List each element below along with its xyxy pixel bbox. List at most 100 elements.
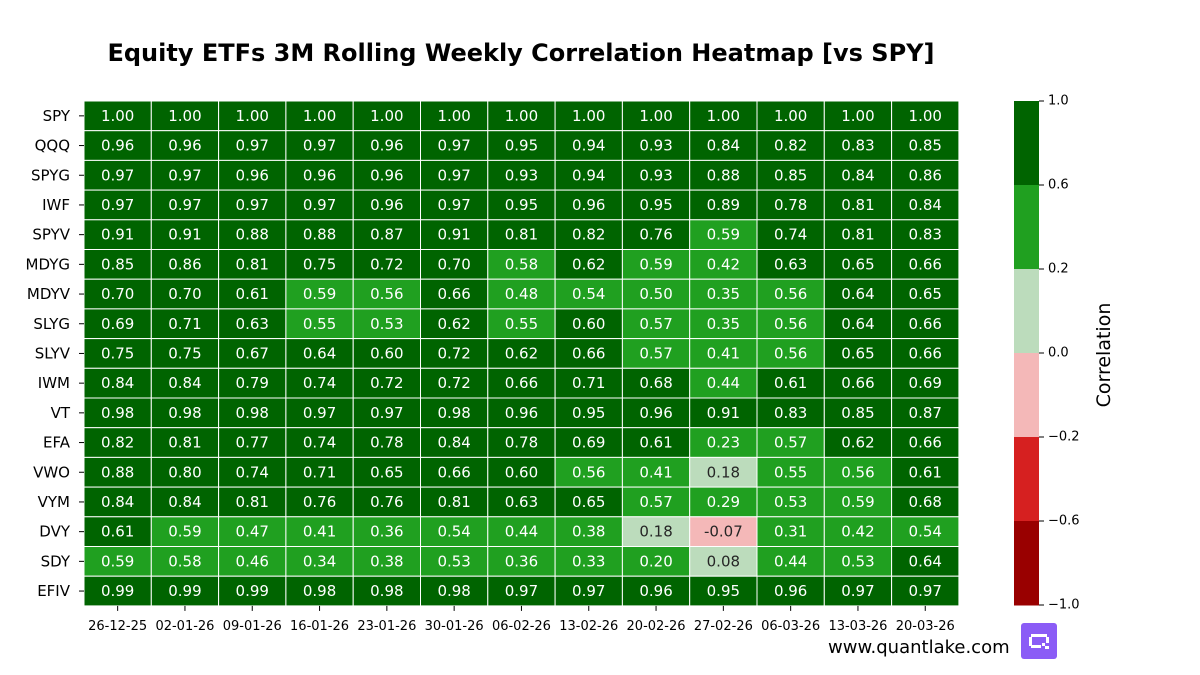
cell-value-label: 0.96	[505, 404, 538, 422]
cell-value-label: 1.00	[303, 107, 336, 125]
cell-value-label: 0.97	[168, 196, 201, 214]
row-label: EFIV	[37, 582, 71, 600]
cell-value-label: 0.68	[909, 493, 942, 511]
heatmap-cell	[891, 130, 960, 161]
cell-value-label: 0.66	[437, 463, 470, 481]
cell-value-label: 0.85	[101, 255, 134, 273]
cell-value-label: 0.41	[707, 344, 740, 362]
cell-value-label: 0.42	[707, 255, 740, 273]
colorbar-segment	[1014, 269, 1039, 354]
row-label: VYM	[38, 493, 70, 511]
cell-value-label: 0.66	[909, 434, 942, 452]
cell-value-label: 0.74	[303, 374, 336, 392]
cell-value-label: 0.91	[437, 226, 470, 244]
cell-value-label: 0.66	[841, 374, 874, 392]
row-label: SPY	[43, 107, 71, 125]
colorbar-segment	[1014, 185, 1039, 270]
cell-value-label: 0.46	[236, 552, 269, 570]
cell-value-label: 0.62	[841, 434, 874, 452]
cell-value-label: 0.33	[572, 552, 605, 570]
heatmap-cell	[621, 219, 691, 251]
row-label: IWF	[42, 196, 70, 214]
row-label: EFA	[43, 434, 71, 452]
cell-value-label: 0.68	[639, 374, 672, 392]
cell-value-label: 0.95	[505, 137, 538, 155]
cell-value-label: 0.42	[841, 523, 874, 541]
cell-value-label: 0.64	[841, 285, 874, 303]
cell-value-label: 0.84	[101, 493, 134, 511]
cell-value-label: 0.96	[572, 196, 605, 214]
heatmap-cell	[352, 516, 422, 547]
heatmap-cell	[823, 397, 893, 429]
cell-value-label: 0.99	[168, 582, 201, 600]
cell-value-label: 0.96	[101, 137, 134, 155]
cell-value-label: 0.66	[909, 315, 942, 333]
cell-value-label: 0.74	[774, 226, 807, 244]
cell-value-label: 0.41	[639, 463, 672, 481]
heatmap-cell	[689, 249, 758, 280]
heatmap-cell	[689, 189, 758, 221]
heatmap-cell	[218, 130, 287, 161]
cell-value-label: 0.66	[909, 255, 942, 273]
heatmap-cell	[554, 427, 623, 458]
heatmap-cell	[621, 130, 691, 161]
cell-value-label: 0.63	[505, 493, 538, 511]
cell-value-label: 0.80	[168, 463, 201, 481]
heatmap-cell	[150, 427, 220, 458]
cell-value-label: 0.59	[639, 255, 672, 273]
cell-value-label: 0.97	[841, 582, 874, 600]
heatmap-cell	[487, 546, 556, 577]
cell-value-label: 0.57	[639, 315, 672, 333]
cell-value-label: 0.76	[303, 493, 336, 511]
cell-value-label: 0.84	[168, 374, 201, 392]
cell-value-label: 0.89	[707, 196, 740, 214]
cell-value-label: 0.70	[101, 285, 134, 303]
heatmap-cell	[756, 159, 825, 191]
heatmap-cell	[83, 278, 152, 310]
cell-value-label: 0.57	[639, 493, 672, 511]
heatmap-cell	[352, 278, 422, 310]
cell-value-label: 1.00	[909, 107, 942, 125]
heatmap-cell	[621, 308, 691, 340]
column-label: 26-12-25	[88, 619, 147, 634]
cell-value-label: 0.61	[101, 523, 134, 541]
cell-value-label: 0.97	[505, 582, 538, 600]
cell-value-label: 0.62	[572, 255, 605, 273]
cell-value-label: 0.59	[303, 285, 336, 303]
heatmap-cell	[823, 219, 893, 251]
cell-value-label: 0.98	[101, 404, 134, 422]
heatmap-cell	[150, 249, 220, 280]
cell-value-label: 0.87	[909, 404, 942, 422]
cell-value-label: 0.60	[572, 315, 605, 333]
heatmap-cell	[150, 159, 220, 191]
heatmap-cell	[83, 189, 152, 221]
heatmap-cell	[420, 427, 489, 458]
cell-value-label: 0.96	[370, 166, 403, 184]
cell-value-label: 0.97	[370, 404, 403, 422]
cell-value-label: 0.84	[101, 374, 134, 392]
heatmap-cell	[218, 189, 287, 221]
colorbar-tick-label: 0.0	[1048, 346, 1069, 361]
colorbar-tick-label: −0.6	[1048, 514, 1080, 529]
heatmap-cell	[891, 397, 960, 429]
cell-value-label: 1.00	[505, 107, 538, 125]
website-watermark: www.quantlake.com	[828, 637, 1010, 658]
cell-value-label: 0.88	[236, 226, 269, 244]
colorbar-tick-label: −0.2	[1048, 430, 1080, 445]
cell-value-label: 0.36	[370, 523, 403, 541]
row-label: QQQ	[35, 137, 70, 155]
heatmap-cell	[554, 130, 623, 161]
heatmap-cell	[352, 130, 422, 161]
heatmap-cell	[891, 575, 960, 607]
cell-value-label: 0.94	[572, 166, 605, 184]
heatmap-cell	[83, 397, 152, 429]
cell-value-label: 0.54	[437, 523, 470, 541]
heatmap-cell	[823, 249, 893, 280]
heatmap-cell	[420, 575, 489, 607]
cell-value-label: 0.97	[101, 166, 134, 184]
heatmap-cell	[554, 397, 623, 429]
cell-value-label: 0.96	[370, 137, 403, 155]
cell-value-label: 0.59	[707, 226, 740, 244]
colorbar-segment	[1014, 437, 1039, 522]
cell-value-label: 0.63	[774, 255, 807, 273]
